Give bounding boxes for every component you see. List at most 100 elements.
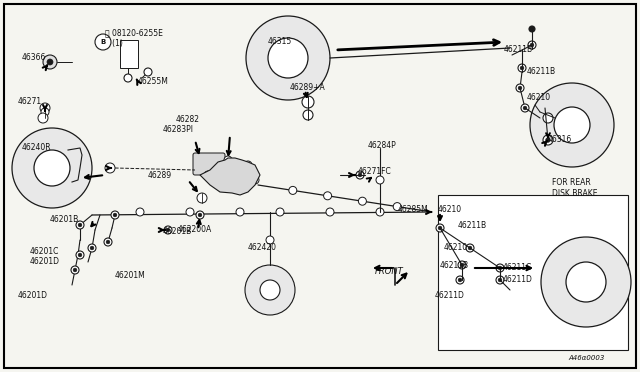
Text: 46240R: 46240R [22,144,52,153]
Text: 46210: 46210 [527,93,551,103]
Circle shape [105,163,115,173]
Text: 46201M: 46201M [115,270,146,279]
Circle shape [276,208,284,216]
Circle shape [516,84,524,92]
Text: 46210: 46210 [444,244,468,253]
Text: 462200A: 462200A [178,225,212,234]
Text: 46271: 46271 [18,97,42,106]
Circle shape [164,226,172,234]
Circle shape [90,246,94,250]
Circle shape [438,226,442,230]
Circle shape [530,43,534,47]
Circle shape [524,106,527,110]
Circle shape [12,128,92,208]
Circle shape [529,26,535,32]
Text: A46α0003: A46α0003 [568,355,604,361]
Circle shape [266,236,274,244]
Polygon shape [200,158,260,195]
Circle shape [543,113,553,123]
Circle shape [268,38,308,78]
Circle shape [528,41,536,49]
Text: 46283PI: 46283PI [163,125,194,135]
Circle shape [198,213,202,217]
Circle shape [186,208,194,216]
Text: 46211D: 46211D [435,291,465,299]
Circle shape [124,74,132,82]
Text: 46201C: 46201C [30,247,60,257]
Text: 46211C: 46211C [503,263,532,273]
Circle shape [356,171,364,179]
Circle shape [244,161,252,169]
Circle shape [73,268,77,272]
Text: 46201B: 46201B [50,215,79,224]
Circle shape [40,103,50,113]
Circle shape [358,173,362,177]
Circle shape [95,34,111,50]
Circle shape [38,113,48,123]
Circle shape [260,280,280,300]
Circle shape [468,246,472,250]
Text: 46211B: 46211B [527,67,556,77]
Text: 46289: 46289 [148,170,172,180]
Circle shape [111,211,119,219]
Text: 462420: 462420 [248,244,277,253]
Circle shape [546,138,550,142]
Circle shape [245,265,295,315]
Text: 46289+A: 46289+A [290,83,326,93]
Circle shape [41,108,49,116]
Text: 46284P: 46284P [368,141,397,150]
Circle shape [224,156,232,164]
Bar [120,40,138,68]
Circle shape [196,211,204,219]
Circle shape [303,110,313,120]
Circle shape [541,237,631,327]
Circle shape [521,104,529,112]
Circle shape [458,261,466,269]
Circle shape [246,16,330,100]
Circle shape [393,203,401,211]
Bar [438,195,628,350]
Circle shape [289,186,297,195]
Circle shape [566,262,606,302]
Circle shape [166,228,170,232]
Text: 46285M: 46285M [398,205,429,215]
Text: 46210: 46210 [438,205,462,215]
Circle shape [466,244,474,252]
Circle shape [106,240,110,244]
Circle shape [496,264,504,272]
Circle shape [78,223,82,227]
Text: 46211B: 46211B [458,221,487,230]
Text: 46315: 46315 [268,38,292,46]
Circle shape [376,208,384,216]
Text: 46255M: 46255M [138,77,169,87]
Circle shape [520,66,524,70]
Circle shape [302,96,314,108]
Circle shape [543,135,553,145]
Circle shape [136,208,144,216]
Circle shape [47,59,53,65]
Circle shape [326,208,334,216]
Circle shape [251,176,259,184]
Circle shape [88,244,96,252]
Text: 46201B: 46201B [163,228,192,237]
Circle shape [78,253,82,257]
Text: 46201D: 46201D [18,291,48,299]
Text: 46316: 46316 [548,135,572,144]
Circle shape [518,64,526,72]
Circle shape [71,266,79,274]
Text: FOR REAR
DISK BRAKE: FOR REAR DISK BRAKE [552,178,598,198]
Circle shape [34,150,70,186]
Circle shape [554,107,590,143]
Circle shape [530,83,614,167]
Circle shape [204,171,212,179]
Text: 46201D: 46201D [30,257,60,266]
Circle shape [144,68,152,76]
Circle shape [436,224,444,232]
Circle shape [197,193,207,203]
Text: B: B [100,39,106,45]
Text: 46211D: 46211D [503,276,533,285]
Circle shape [496,276,504,284]
FancyBboxPatch shape [193,153,225,175]
Text: 46366: 46366 [22,54,46,62]
Circle shape [498,278,502,282]
